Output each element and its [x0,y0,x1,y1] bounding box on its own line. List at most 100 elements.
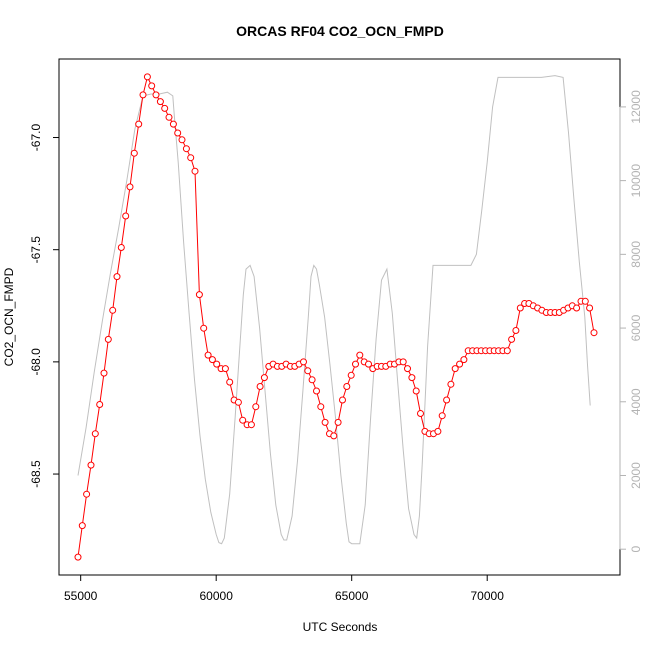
co2-point [143,73,151,81]
altitude-line [77,75,591,545]
co2-point [126,183,134,191]
co2-point [239,416,247,424]
x-axis-title: UTC Seconds [303,620,378,634]
co2-point [508,335,516,343]
x-tick-label: 70000 [471,589,505,603]
co2-point [443,396,451,404]
co2-point [100,369,108,377]
co2-point [182,145,190,153]
co2-point [187,154,195,162]
co2-point [113,273,121,281]
co2-point [78,522,86,530]
y2-tick-label: 2000 [629,462,643,489]
co2-point [434,427,442,435]
co2-point [104,335,112,343]
co2-point [87,461,95,469]
chart-title: ORCAS RF04 CO2_OCN_FMPD [236,23,444,39]
co2-point [408,374,416,382]
co2-point [260,374,268,382]
y2-tick-label: 10000 [629,164,643,198]
co2-point [399,358,407,366]
co2-point [404,365,411,373]
x-tick-label: 65000 [335,589,369,603]
co2-point [417,410,424,417]
y2-tick-label: 4000 [629,388,643,415]
co2-point [148,82,156,90]
co2-point [456,360,464,368]
co2-point [96,401,104,408]
co2-point [256,383,264,390]
co2-point [161,104,169,112]
y-tick-label: -67.0 [29,124,43,152]
co2-point [178,136,186,144]
co2-point [130,149,138,157]
co2-point [586,304,594,312]
co2-point [365,360,372,368]
co2-point [91,430,99,438]
co2-point [438,412,446,420]
co2-point [447,380,455,388]
co2-point [339,396,346,404]
x-axis: 55000 60000 65000 70000 [64,574,505,603]
x-tick-label: 60000 [200,589,234,603]
co2-point [573,304,581,312]
co2-point [308,376,316,384]
co2-point [200,324,208,332]
y-tick-label: -68.0 [29,348,43,376]
y2-tick-label: 6000 [629,314,643,341]
co2-point [165,113,173,121]
y-axis-right: 0 2000 4000 6000 8000 10000 12000 [619,90,643,553]
y-axis-title: CO2_OCN_FMPD [2,267,16,366]
co2-point [74,553,82,561]
co2-point [300,358,307,366]
co2-point [347,371,355,379]
co2-point [516,304,524,312]
altitude-series [77,75,591,545]
y2-tick-label: 0 [629,546,643,553]
co2-point [169,120,177,128]
co2-point [352,360,359,368]
x-tick-label: 55000 [64,589,98,603]
co2-point [247,421,255,429]
co2-point [109,306,117,314]
co2-point [304,367,312,375]
co2-point [208,356,216,364]
co2-point [135,120,143,128]
co2-point [234,398,242,406]
co2-point [590,329,598,337]
co2-point [204,351,212,359]
co2-point [317,403,325,411]
co2-point [321,418,329,426]
co2-point [122,212,130,220]
co2-point [195,291,203,299]
co2-point [313,387,320,395]
y-tick-label: -67.5 [29,236,43,264]
co2-point [117,244,125,251]
co2-point [412,387,420,395]
co2-point [356,351,364,359]
co2-point [503,347,511,355]
co2-point [226,378,234,386]
y-axis-left: -68.5 -68.0 -67.5 -67.0 [29,124,60,488]
co2-point [330,432,338,440]
co2-point [213,360,221,368]
co2-point [451,365,459,373]
co2-point [334,418,342,426]
co2-point [512,327,520,334]
y2-tick-label: 12000 [629,90,643,124]
co2-point [139,91,147,99]
co2-point [174,129,182,137]
co2-point [221,365,229,373]
co2-point [252,403,260,411]
co2-point [343,383,351,390]
co2-point [191,167,199,175]
co2-point [152,91,160,99]
co2-point [156,98,164,106]
y2-tick-label: 8000 [629,241,643,268]
co2-point [83,490,91,498]
co2-point [581,297,589,305]
y-tick-label: -68.5 [29,460,43,488]
co2-series [74,73,598,561]
co2-point [460,356,468,364]
